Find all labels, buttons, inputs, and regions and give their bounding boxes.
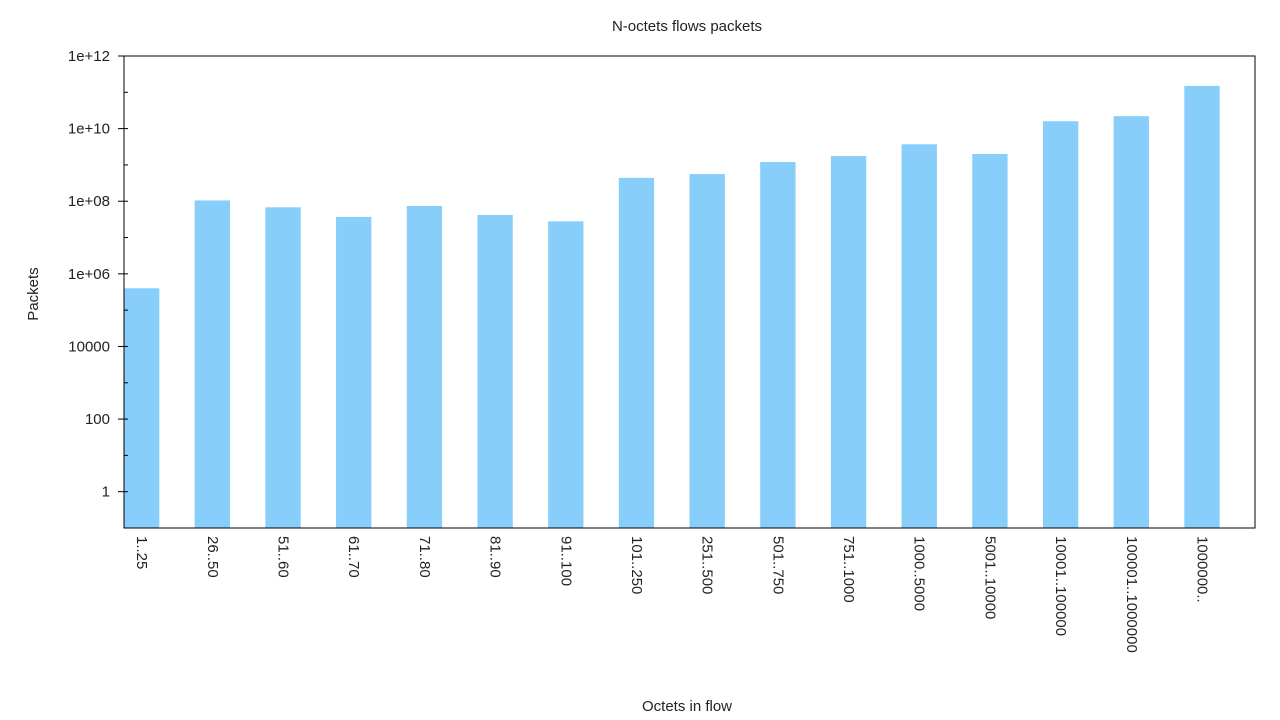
x-tick-label: 751..1000 (840, 536, 857, 603)
x-tick-label: 26..50 (204, 536, 221, 578)
x-tick-label: 501..750 (769, 536, 786, 594)
x-tick-label: 91..100 (557, 536, 574, 586)
bar-16 (1184, 85, 1220, 528)
y-tick-label: 100 (85, 411, 110, 428)
y-tick-label: 1e+06 (68, 266, 110, 283)
bar-7 (548, 221, 584, 529)
x-tick-label: 251..500 (699, 536, 716, 594)
bar-14 (1042, 121, 1079, 528)
bar-6 (477, 214, 513, 528)
x-tick-label: 51..60 (275, 536, 292, 578)
plot-frame (123, 55, 1256, 529)
bar-8 (618, 177, 655, 528)
x-tick-label: 1..25 (133, 536, 150, 569)
x-tick-label: 1000..5000 (911, 536, 928, 611)
bar-15 (1113, 116, 1149, 529)
x-tick-label: 100001..1000000 (1123, 536, 1140, 653)
y-tick-label: 1e+10 (68, 121, 110, 138)
bar-3 (265, 207, 301, 528)
y-tick-label: 1 (102, 484, 110, 501)
bar-10 (760, 162, 796, 529)
bar-11 (830, 156, 867, 528)
x-axis: 1..25 26..50 51..60 61..70 71..80 81..90 91..1… (133, 536, 1210, 653)
bars-group (124, 85, 1220, 529)
x-tick-label: 1000000.. (1193, 536, 1210, 603)
x-tick-label: 61..70 (345, 536, 362, 578)
x-tick-label: 81..90 (487, 536, 504, 578)
bar-4 (336, 216, 372, 528)
bar-5 (406, 205, 443, 529)
y-axis-title: Packets (25, 267, 42, 320)
bar-9 (689, 174, 725, 528)
x-axis-title: Octets in flow (642, 698, 732, 715)
bar-1 (124, 288, 160, 528)
chart-title: N-octets flows packets (612, 18, 762, 35)
x-tick-label: 10001..100000 (1052, 536, 1069, 636)
y-tick-label: 10000 (68, 338, 110, 355)
bar-2 (194, 200, 231, 528)
y-tick-label: 1e+12 (68, 48, 110, 65)
y-axis: 1 100 10000 1e+06 1e+08 1e+10 1e+12 (68, 48, 128, 529)
x-tick-label: 101..250 (628, 536, 645, 594)
bar-13 (972, 153, 1008, 529)
x-tick-label: 71..80 (416, 536, 433, 578)
y-tick-label: 1e+08 (68, 193, 110, 210)
bar-12 (901, 144, 937, 529)
x-tick-label: 5001..10000 (981, 536, 998, 619)
